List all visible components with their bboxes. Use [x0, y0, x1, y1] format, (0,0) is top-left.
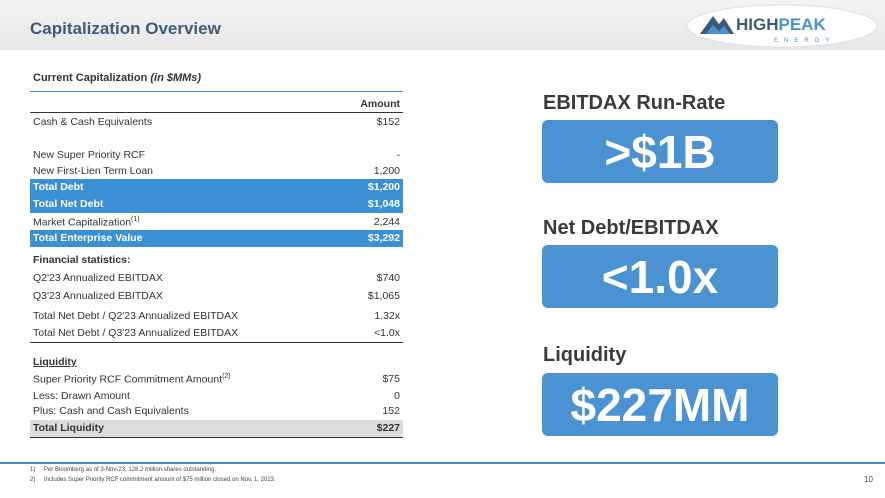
- row-label: Total Net Debt: [33, 198, 103, 210]
- footnote: 2) Includes Super Priority RCF commitment…: [30, 477, 276, 483]
- table-row: New Super Priority RCF -: [30, 147, 403, 164]
- label-text: New Super Priority RCF: [33, 149, 146, 161]
- table-row: Q3'23 Annualized EBITDAX $1,065: [30, 288, 403, 305]
- footnote-text: Includes Super Priority RCF commitment a…: [44, 477, 276, 483]
- row-value: 1.32x: [374, 310, 400, 322]
- label-text: Total Net Debt / Q3'23 Annualized EBITDA…: [33, 327, 239, 339]
- row-value: 152: [382, 405, 400, 417]
- label-text: Financial statistics:: [33, 254, 131, 266]
- label-text: Q2'23 Annualized EBITDAX: [33, 272, 163, 284]
- row-label: Total Enterprise Value: [33, 232, 143, 244]
- caption-text: Current Capitalization: [33, 72, 148, 84]
- row-label: Cash & Cash Equivalents: [33, 116, 152, 128]
- table-row: Total Net Debt / Q2'23 Annualized EBITDA…: [30, 308, 403, 325]
- row-label: Less: Drawn Amount: [33, 390, 130, 402]
- label-text: Total Liquidity: [33, 422, 104, 434]
- footnote-ref: (1): [131, 216, 140, 223]
- row-label: Total Debt: [33, 181, 84, 193]
- kpi-label: Liquidity: [543, 344, 627, 366]
- label-text: Plus: Cash and Cash Equivalents: [33, 405, 189, 417]
- table-row: Total Enterprise Value $3,292: [30, 230, 403, 247]
- table-caption: Current Capitalization (in $MMs): [33, 72, 201, 84]
- rule: [30, 342, 403, 343]
- label-text: Super Priority RCF Commitment Amount: [33, 373, 223, 386]
- row-label: Financial statistics:: [33, 254, 130, 266]
- label-text: Total Enterprise Value: [33, 232, 143, 244]
- row-label: Liquidity: [33, 356, 77, 368]
- row-value: 1,200: [373, 165, 400, 177]
- row-label: Total Liquidity: [33, 422, 104, 434]
- label-text: Total Net Debt / Q2'23 Annualized EBITDA…: [33, 310, 239, 322]
- row-label: Q2'23 Annualized EBITDAX: [33, 272, 163, 284]
- logo: HIGHPEAK ENERGY: [686, 4, 878, 48]
- footnote-ref: (2): [222, 373, 231, 380]
- table-row: New First-Lien Term Loan 1,200: [30, 163, 403, 180]
- caption-unit: (in $MMs): [150, 72, 202, 84]
- footnote-num: 1): [30, 467, 36, 473]
- kpi-label: Net Debt/EBITDAX: [543, 217, 719, 239]
- label-text: Liquidity: [33, 356, 77, 368]
- row-label: Plus: Cash and Cash Equivalents: [33, 405, 189, 417]
- label-text: Total Debt: [33, 181, 84, 193]
- row-value: $740: [376, 272, 400, 284]
- row-value: $3,292: [367, 232, 400, 244]
- label-text: Cash & Cash Equivalents: [33, 116, 153, 128]
- row-value: <1.0x: [374, 327, 400, 339]
- table-row: Total Net Debt $1,048: [30, 196, 403, 213]
- page-number: 10: [864, 475, 873, 484]
- table-row: Plus: Cash and Cash Equivalents 152: [30, 403, 403, 420]
- row-value: $1,065: [367, 290, 400, 302]
- rule: [30, 91, 403, 92]
- table-row: Market Capitalization(1) 2,244: [30, 214, 403, 231]
- row-label: Total Net Debt / Q2'23 Annualized EBITDA…: [33, 310, 238, 322]
- table-row: Total Debt $1,200: [30, 179, 403, 196]
- kpi-value: <1.0x: [542, 245, 778, 308]
- table-row: Liquidity: [30, 354, 403, 371]
- footer-rule: [0, 462, 885, 464]
- footnote-text: Per Bloomberg as of 3-Nov-23; 128.2 mill…: [44, 467, 217, 473]
- row-label: Total Net Debt / Q3'23 Annualized EBITDA…: [33, 327, 238, 339]
- table-row: Total Net Debt / Q3'23 Annualized EBITDA…: [30, 325, 403, 342]
- row-label: Q3'23 Annualized EBITDAX: [33, 290, 163, 302]
- table-row: Q2'23 Annualized EBITDAX $740: [30, 270, 403, 287]
- footnote: 1) Per Bloomberg as of 3-Nov-23; 128.2 mi…: [30, 467, 216, 473]
- slide-title: Capitalization Overview: [30, 19, 221, 38]
- row-value: $227: [376, 422, 400, 434]
- row-value: 0: [394, 390, 400, 402]
- row-value: $1,048: [367, 198, 400, 210]
- table-row: Less: Drawn Amount 0: [30, 388, 403, 405]
- column-header: Amount: [360, 98, 400, 110]
- label-text: Q3'23 Annualized EBITDAX: [33, 290, 163, 302]
- label-text: Market Capitalization: [33, 216, 132, 229]
- row-value: -: [396, 149, 401, 161]
- row-value: $75: [382, 373, 400, 385]
- kpi-value: >$1B: [542, 120, 778, 183]
- row-label: Super Priority RCF Commitment Amount(2): [33, 373, 231, 386]
- label-text: Total Net Debt: [33, 198, 104, 210]
- row-value: $152: [376, 116, 400, 128]
- row-value: $1,200: [367, 181, 400, 193]
- row-label: New First-Lien Term Loan: [33, 165, 153, 177]
- table-row: Financial statistics:: [30, 252, 403, 269]
- row-value: 2,244: [373, 216, 400, 228]
- rule: [30, 112, 403, 113]
- kpi-label: EBITDAX Run-Rate: [543, 92, 726, 114]
- logo-text: HIGHPEAK: [736, 15, 826, 34]
- table-row: Cash & Cash Equivalents $152: [30, 114, 403, 131]
- label-text: New First-Lien Term Loan: [33, 165, 154, 177]
- table-row: Total Liquidity $227: [30, 420, 403, 438]
- kpi-value: $227MM: [542, 373, 778, 436]
- label-text: Less: Drawn Amount: [33, 390, 130, 402]
- table-row: Super Priority RCF Commitment Amount(2) $…: [30, 371, 403, 388]
- logo-sub: ENERGY: [774, 38, 835, 44]
- row-label: New Super Priority RCF: [33, 149, 145, 161]
- row-label: Market Capitalization(1): [33, 216, 140, 229]
- footnote-num: 2): [30, 477, 36, 483]
